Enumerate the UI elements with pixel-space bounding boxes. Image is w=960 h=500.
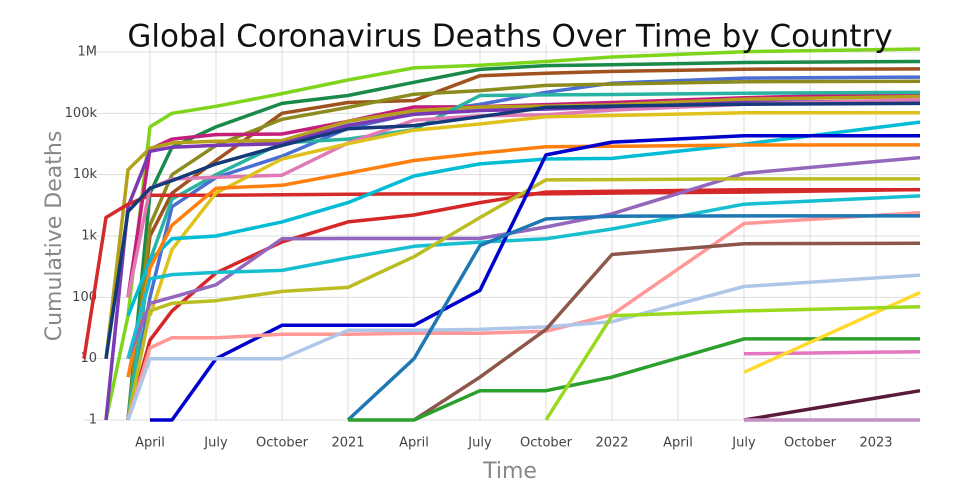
- x-tick-label: October: [784, 436, 837, 451]
- x-tick-label: July: [203, 436, 228, 451]
- series-line: [82, 187, 921, 359]
- y-tick-label: 100: [72, 290, 97, 305]
- x-tick-label: April: [135, 436, 165, 451]
- x-tick-label: October: [256, 436, 309, 451]
- x-tick-label: 2021: [331, 436, 364, 451]
- series-line: [346, 214, 920, 422]
- series-line: [126, 177, 920, 421]
- x-tick-label: 2023: [859, 436, 892, 451]
- series-line: [544, 305, 921, 421]
- y-tick-label: 1M: [78, 44, 98, 59]
- x-tick-label: July: [731, 436, 756, 451]
- series-line: [104, 47, 921, 421]
- y-tick-label: 10k: [73, 167, 98, 182]
- y-tick-label: 1k: [81, 228, 97, 243]
- series-line: [126, 143, 921, 378]
- series-line: [148, 111, 920, 317]
- series-line: [348, 337, 920, 422]
- x-tick-label: 2022: [595, 436, 628, 451]
- series-line: [126, 59, 921, 421]
- series-line: [126, 91, 921, 298]
- series-line: [126, 155, 921, 360]
- series-line: [126, 120, 921, 317]
- y-tick-label: 10: [80, 351, 97, 366]
- y-tick-label: 100k: [65, 106, 98, 121]
- series-line: [150, 134, 920, 422]
- series-line: [104, 101, 921, 359]
- y-tick-label: 1: [89, 413, 97, 428]
- series-line: [126, 210, 921, 421]
- y-axis-label: Cumulative Deaths: [42, 131, 67, 342]
- series-line: [126, 75, 921, 421]
- x-tick-label: April: [663, 436, 693, 451]
- series-line: [743, 388, 921, 422]
- chart-title: Global Coronavirus Deaths Over Time by C…: [127, 19, 892, 55]
- series-line: [126, 187, 921, 421]
- x-tick-label: October: [520, 436, 573, 451]
- series-line: [743, 349, 921, 356]
- x-tick-label: April: [399, 436, 429, 451]
- series-line: [743, 290, 921, 374]
- series-line: [126, 90, 921, 421]
- series-line: [126, 79, 921, 421]
- series-line: [413, 241, 921, 422]
- x-tick-label: July: [467, 436, 492, 451]
- x-axis-label: Time: [482, 459, 537, 484]
- series-line: [126, 194, 921, 360]
